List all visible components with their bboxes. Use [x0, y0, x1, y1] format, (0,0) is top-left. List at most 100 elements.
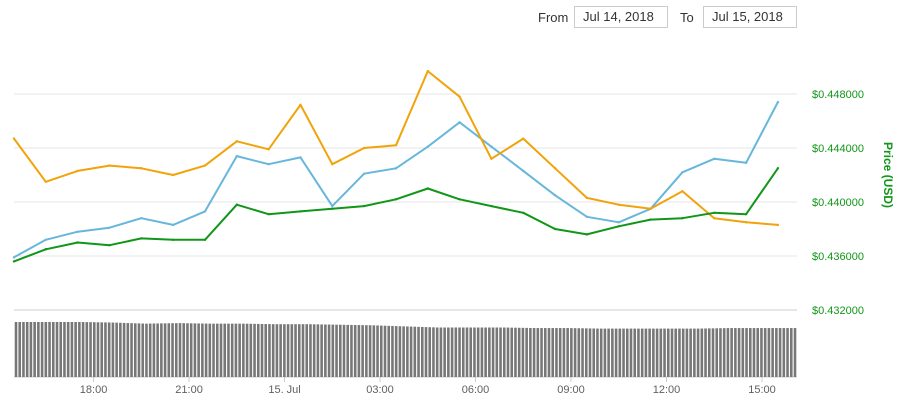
volume-bar — [391, 325, 394, 377]
price-point — [585, 196, 589, 200]
volume-bar — [491, 327, 495, 377]
volume-bar — [726, 328, 730, 377]
volume-bar — [335, 324, 338, 377]
volume-bar — [480, 327, 484, 377]
volume-bar — [469, 327, 473, 377]
price-point — [235, 154, 239, 158]
volume-bar — [271, 324, 275, 377]
volume-bar — [652, 328, 655, 377]
price-point — [490, 157, 493, 160]
volume-bar — [290, 324, 294, 377]
volume-bar — [614, 328, 618, 377]
volume-bar — [338, 324, 342, 377]
volume-bar — [316, 324, 320, 377]
volume-bar — [312, 324, 316, 377]
price-point — [394, 198, 398, 201]
volume-bar — [92, 322, 96, 377]
volume-bar — [361, 325, 364, 377]
volume-bar — [115, 322, 118, 377]
volume-bar — [152, 323, 156, 377]
price-point — [394, 144, 398, 147]
volume-bar — [81, 322, 85, 377]
volume-bar — [111, 322, 115, 377]
volume-bar — [245, 323, 249, 377]
price-point — [522, 137, 525, 140]
volume-bar — [536, 328, 540, 377]
price-point — [713, 211, 716, 214]
volume-bar — [637, 328, 640, 377]
price-point — [776, 223, 780, 227]
volume-bar — [37, 322, 40, 377]
volume-bar — [208, 323, 212, 377]
price-point — [617, 203, 620, 206]
volume-bar — [476, 327, 480, 377]
volume-bar — [573, 328, 577, 377]
price-series-line-3 — [13, 167, 779, 263]
price-point — [522, 211, 525, 214]
price-point — [203, 210, 207, 213]
volume-bar — [379, 325, 383, 377]
volume-bar — [488, 327, 491, 377]
volume-bar — [439, 327, 443, 377]
price-series-line-1 — [13, 101, 779, 259]
volume-bar — [558, 328, 562, 377]
volume-bar — [644, 328, 648, 377]
volume-bar — [174, 323, 178, 377]
volume-bar — [230, 323, 234, 377]
price-point — [140, 167, 143, 170]
volume-bar — [279, 324, 282, 377]
volume-bar — [342, 324, 346, 377]
volume-bar — [14, 322, 18, 377]
volume-bar — [763, 328, 767, 377]
price-point — [235, 140, 239, 143]
price-point — [331, 163, 334, 166]
volume-bar — [294, 324, 297, 377]
price-point — [362, 204, 366, 208]
volume-bar — [178, 323, 182, 377]
volume-bar — [715, 328, 719, 377]
volume-bar — [771, 328, 774, 377]
volume-bar — [648, 328, 651, 377]
volume-bar — [70, 322, 74, 377]
volume-bar — [622, 328, 625, 377]
price-point — [617, 221, 620, 224]
volume-bar — [44, 322, 48, 377]
volume-bar — [555, 328, 558, 377]
volume-bar — [666, 328, 670, 377]
volume-bar — [33, 322, 36, 377]
volume-bar — [517, 327, 521, 377]
volume-bar — [506, 327, 510, 377]
price-point — [713, 217, 716, 220]
price-point — [617, 225, 620, 228]
volume-bar — [570, 328, 573, 377]
volume-bar — [350, 324, 353, 377]
volume-bar — [212, 323, 215, 377]
volume-bar — [40, 322, 44, 377]
to-date-input[interactable]: Jul 15, 2018 — [703, 6, 797, 28]
from-date-input[interactable]: Jul 14, 2018 — [574, 6, 668, 28]
volume-bar — [78, 322, 81, 377]
volume-bar — [327, 324, 331, 377]
volume-bar — [689, 328, 692, 377]
volume-bar — [603, 328, 607, 377]
price-point — [108, 226, 111, 229]
volume-bar — [562, 328, 566, 377]
volume-bar — [119, 322, 122, 377]
volume-bar — [581, 328, 584, 377]
from-label: From — [538, 10, 569, 25]
volume-bar — [137, 323, 141, 377]
price-point — [171, 238, 175, 241]
volume-bar — [514, 327, 517, 377]
volume-bar — [633, 328, 637, 377]
volume-bar — [681, 328, 685, 377]
price-point — [744, 221, 748, 224]
y-tick-label: $0.444000 — [812, 143, 864, 155]
volume-bar — [510, 327, 514, 377]
price-point — [44, 180, 48, 183]
volume-bar — [592, 328, 596, 377]
volume-bar — [186, 323, 189, 377]
volume-bar — [432, 327, 435, 377]
volume-bar — [711, 328, 715, 377]
price-point — [681, 171, 684, 174]
price-point — [458, 121, 461, 124]
